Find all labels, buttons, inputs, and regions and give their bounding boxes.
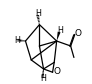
Polygon shape <box>57 32 61 41</box>
Text: H: H <box>35 9 41 18</box>
Text: H: H <box>14 36 20 45</box>
Text: O: O <box>53 67 60 76</box>
Text: H: H <box>57 26 63 35</box>
Text: H: H <box>40 74 46 83</box>
Text: O: O <box>75 29 82 38</box>
